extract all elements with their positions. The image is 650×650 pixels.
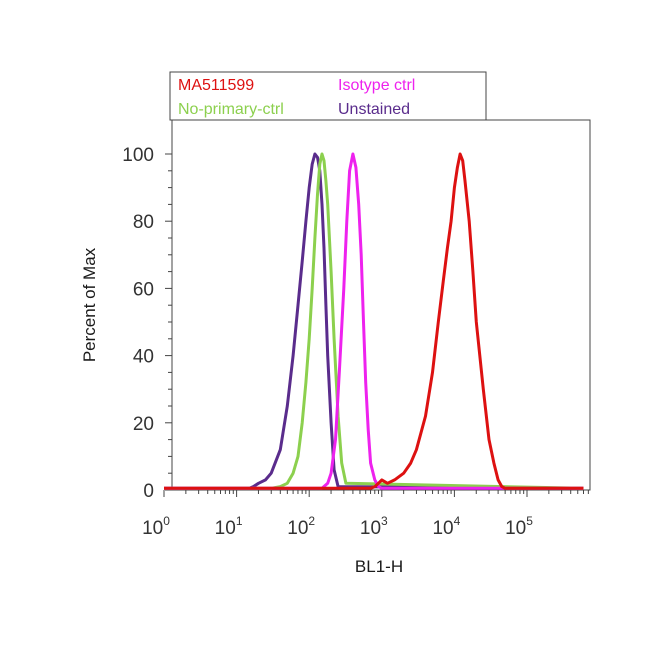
series-line-isotype-ctrl xyxy=(164,152,584,490)
x-tick-label: 104 xyxy=(432,514,460,539)
legend-item-isotype-ctrl: Isotype ctrl xyxy=(338,77,415,94)
legend-item-ma511599: MA511599 xyxy=(178,77,254,94)
x-tick-label: 100 xyxy=(142,514,170,539)
y-tick-label: 60 xyxy=(133,279,154,300)
legend-item-unstained: Unstained xyxy=(338,101,410,118)
legend-box xyxy=(169,71,487,121)
x-tick-label: 103 xyxy=(360,514,388,539)
y-tick-label: 0 xyxy=(143,481,154,502)
series-line-no-primary-ctrl xyxy=(164,152,584,490)
y-tick-label: 80 xyxy=(133,212,154,233)
plot-series xyxy=(164,152,584,490)
y-tick-label: 40 xyxy=(133,347,154,368)
legend-item-no-primary-ctrl: No-primary-ctrl xyxy=(178,101,284,118)
x-tick-label: 101 xyxy=(215,514,243,539)
legend: MA511599 Isotype ctrl No-primary-ctrl Un… xyxy=(169,71,487,121)
y-tick-label: 100 xyxy=(122,145,154,166)
plot-frame xyxy=(171,119,591,491)
y-axis-title: Percent of Max xyxy=(80,247,99,362)
series-line-unstained xyxy=(164,152,584,490)
y-tick-label: 20 xyxy=(133,414,154,435)
x-axis: 100 101 102 103 104 105 xyxy=(142,490,589,539)
x-tick-label: 105 xyxy=(505,514,533,539)
y-axis: 0 20 40 60 80 100 xyxy=(122,145,172,502)
series-line-ma511599 xyxy=(164,152,584,490)
x-axis-title: BL1-H xyxy=(355,557,403,576)
x-tick-label: 102 xyxy=(287,514,315,539)
